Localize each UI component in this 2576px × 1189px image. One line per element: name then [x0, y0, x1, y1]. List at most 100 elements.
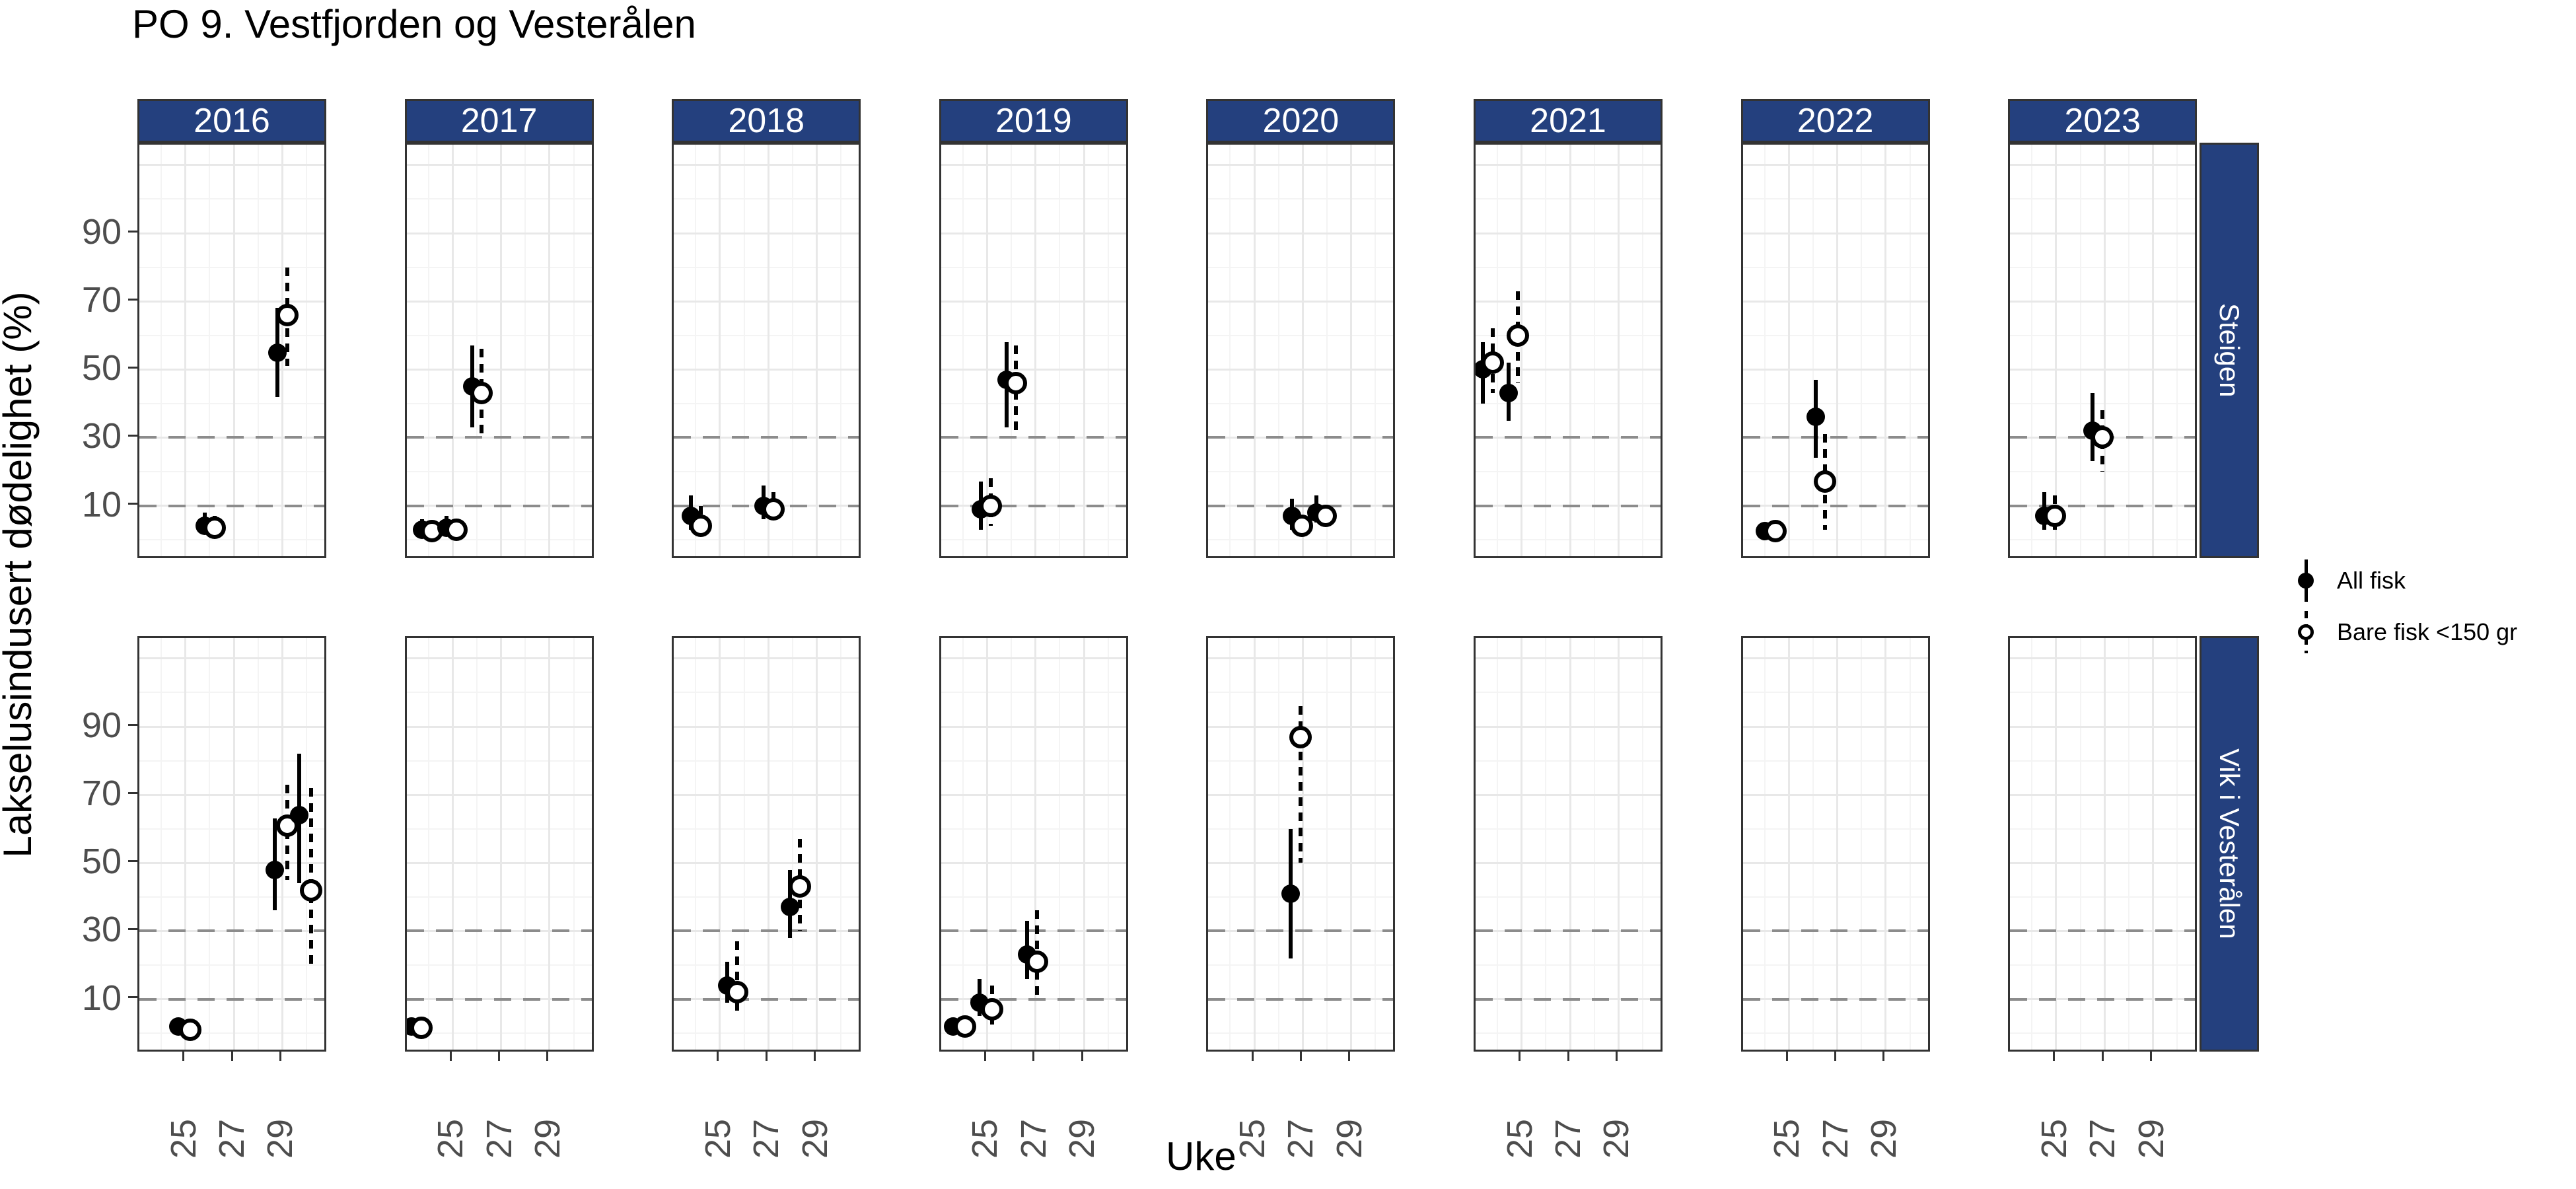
gridline-major	[500, 145, 503, 556]
gridline-major	[2010, 232, 2196, 234]
gridline-major	[1742, 368, 1928, 371]
gridline-major	[1569, 638, 1571, 1050]
y-axis-title: Lakselusindusert dødelighet (%)	[0, 291, 40, 858]
y-tick-label: 70	[81, 774, 122, 814]
gridline-minor	[2010, 334, 2196, 336]
x-tick-label: 25	[698, 1118, 738, 1159]
gridline-minor	[674, 896, 859, 898]
gridline-major	[548, 145, 551, 556]
gridline-minor	[695, 145, 697, 556]
gridline-minor	[1107, 638, 1109, 1050]
gridline-major	[1742, 164, 1928, 166]
gridline-major	[674, 793, 859, 796]
x-axis-tick	[1251, 1052, 1254, 1061]
gridline-minor	[406, 760, 592, 762]
gridline-minor	[674, 266, 859, 268]
reference-line-10	[941, 997, 1126, 1001]
reference-line-10	[139, 504, 324, 507]
gridline-minor	[674, 198, 859, 200]
error-bar	[734, 941, 739, 1017]
x-tick-label: 29	[1062, 1118, 1102, 1159]
gridline-major	[1301, 145, 1304, 556]
gridline-major	[767, 638, 769, 1050]
x-tick-label: 29	[795, 1118, 835, 1159]
gridline-minor	[476, 145, 478, 556]
reference-line-10	[1476, 997, 1661, 1001]
gridline-major	[139, 300, 324, 303]
y-tick-label: 10	[81, 484, 122, 524]
data-point-bare-fisk	[1005, 371, 1028, 394]
gridline-minor	[2010, 539, 2196, 541]
gridline-minor	[674, 964, 859, 966]
gridline-minor	[1909, 638, 1911, 1050]
data-point-bare-fisk	[1290, 515, 1313, 538]
gridline-minor	[2010, 266, 2196, 268]
gridline-minor	[1742, 334, 1928, 336]
data-point-bare-fisk	[725, 981, 748, 1004]
gridline-minor	[1476, 402, 1661, 404]
gridline-minor	[1229, 638, 1231, 1050]
panel-2018-vik	[672, 636, 861, 1052]
gridline-minor	[1861, 638, 1863, 1050]
gridline-minor	[1326, 638, 1328, 1050]
gridline-minor	[674, 692, 859, 694]
gridline-minor	[1861, 145, 1863, 556]
error-bar	[1298, 706, 1303, 863]
gridline-major	[1569, 145, 1571, 556]
gridline-minor	[2010, 828, 2196, 830]
gridline-major	[500, 638, 503, 1050]
gridline-major	[1208, 657, 1394, 660]
gridline-minor	[941, 266, 1126, 268]
x-tick-label: 27	[2083, 1118, 2123, 1159]
gridline-minor	[139, 402, 324, 404]
gridline-minor	[1545, 145, 1547, 556]
reference-line-30	[406, 436, 592, 439]
gridline-minor	[674, 470, 859, 472]
gridline-major	[941, 793, 1126, 796]
data-point-all-fisk	[290, 806, 308, 825]
gridline-minor	[1476, 470, 1661, 472]
panel-2017-vik	[404, 636, 594, 1052]
x-axis-tick	[1032, 1052, 1035, 1061]
gridline-minor	[674, 539, 859, 541]
gridline-minor	[743, 145, 745, 556]
gridline-minor	[941, 896, 1126, 898]
gridline-major	[1208, 232, 1394, 234]
gridline-minor	[840, 145, 842, 556]
gridline-minor	[573, 145, 575, 556]
x-tick-label: 29	[260, 1118, 301, 1159]
gridline-minor	[1909, 145, 1911, 556]
gridline-major	[2152, 145, 2155, 556]
gridline-minor	[139, 334, 324, 336]
facet-strip-year-2019: 2019	[939, 99, 1128, 143]
panel-2021-steigen	[1474, 143, 1663, 558]
gridline-major	[139, 657, 324, 660]
gridline-minor	[1476, 760, 1661, 762]
x-axis-tick	[984, 1052, 986, 1061]
reference-line-30	[1742, 929, 1928, 933]
gridline-minor	[941, 692, 1126, 694]
x-axis-tick	[1081, 1052, 1083, 1061]
panel-2020-steigen	[1206, 143, 1396, 558]
reference-line-10	[2010, 997, 2196, 1001]
data-point-all-fisk	[1281, 884, 1301, 903]
x-tick-label: 29	[527, 1118, 567, 1159]
gridline-minor	[139, 198, 324, 200]
gridline-major	[1476, 232, 1661, 234]
gridline-minor	[695, 638, 697, 1050]
gridline-major	[406, 657, 592, 660]
gridline-minor	[1277, 145, 1279, 556]
gridline-major	[1476, 725, 1661, 728]
y-axis-tick	[128, 298, 137, 301]
gridline-major	[1083, 638, 1085, 1050]
gridline-major	[1208, 300, 1394, 303]
gridline-major	[406, 368, 592, 371]
gridline-minor	[1476, 828, 1661, 830]
gridline-major	[2010, 368, 2196, 371]
gridline-major	[1350, 638, 1353, 1050]
x-tick-label: 29	[1863, 1118, 1904, 1159]
gridline-minor	[743, 638, 745, 1050]
legend: All fisk Bare fisk <150 gr	[2285, 555, 2517, 658]
gridline-minor	[941, 198, 1126, 200]
gridline-minor	[674, 334, 859, 336]
